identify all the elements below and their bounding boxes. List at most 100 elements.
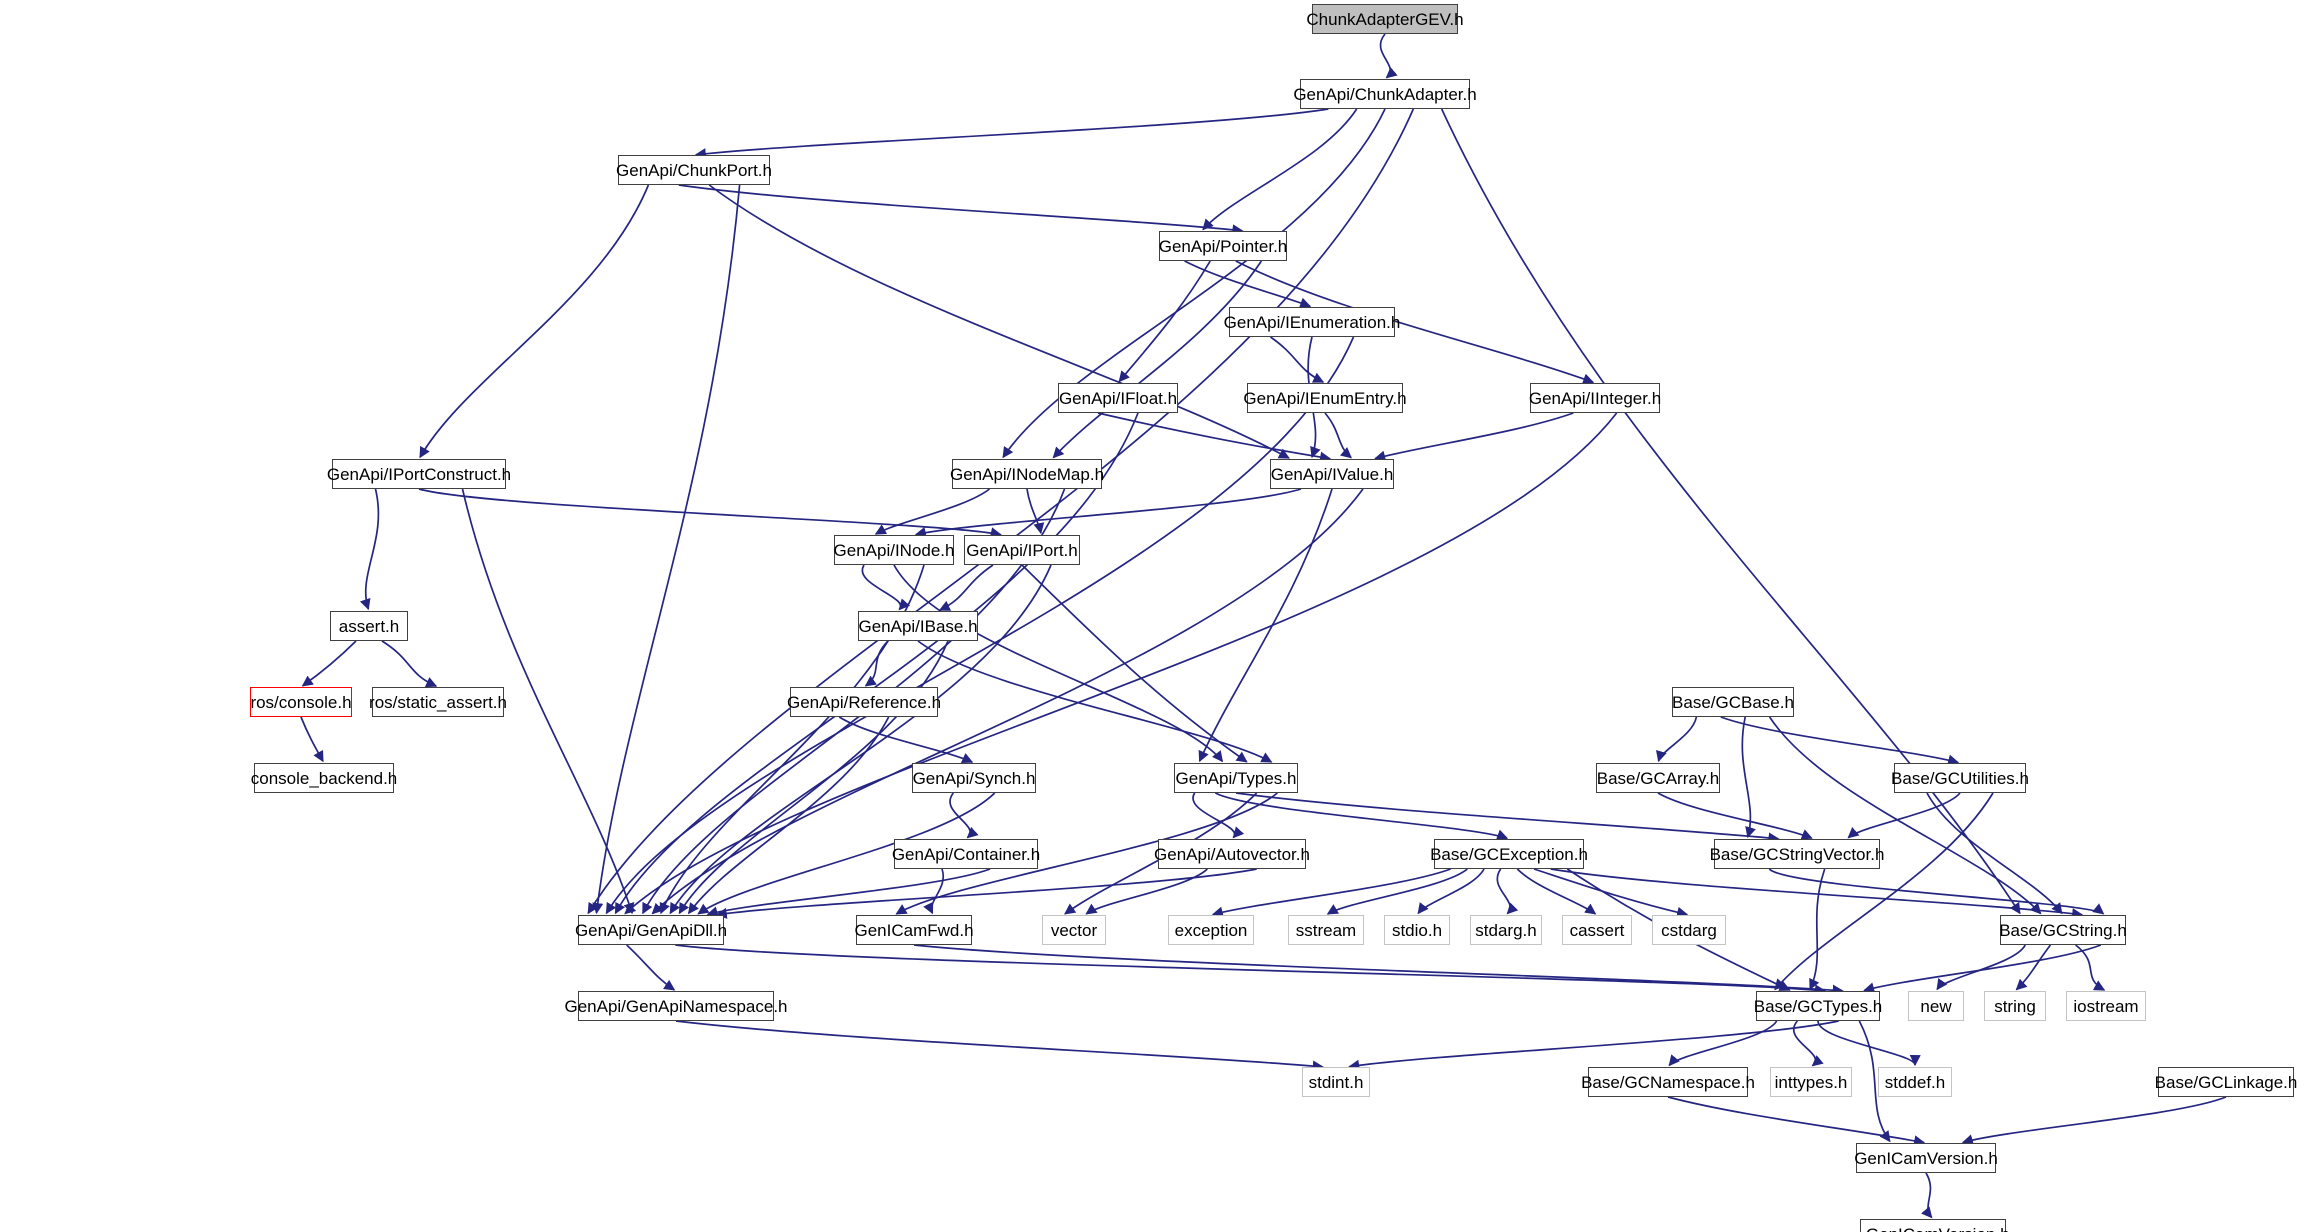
graph-node-label: GenApi/IPortConstruct.h	[326, 464, 512, 484]
graph-node-gcstring[interactable]: Base/GCString.h	[1999, 915, 2127, 945]
graph-node-pointer[interactable]: GenApi/Pointer.h	[1159, 231, 1287, 261]
graph-node-label: sstream	[1295, 920, 1357, 940]
graph-node-label: GenApi/IPort.h	[966, 540, 1078, 560]
graph-node-gctypes[interactable]: Base/GCTypes.h	[1754, 991, 1882, 1021]
graph-node-inttypes[interactable]: inttypes.h	[1770, 1067, 1852, 1097]
graph-node-stdarg[interactable]: stdarg.h	[1470, 915, 1542, 945]
graph-node-genicamversion[interactable]: GenICamVersion.h	[1854, 1143, 1998, 1173]
graph-node-vector[interactable]: vector	[1042, 915, 1106, 945]
graph-node-label: GenApi/IBase.h	[858, 616, 978, 636]
graph-edge-gcexception-to-stdarg	[1496, 868, 1519, 915]
graph-edge-gcexception-to-sstream	[1326, 868, 1468, 915]
graph-node-consolebackend[interactable]: console_backend.h	[251, 763, 397, 793]
graph-edge-gctypes-to-inttypes	[1793, 1020, 1824, 1067]
graph-node-rosconsole[interactable]: ros/console.h	[250, 687, 352, 717]
graph-edge-iport-to-ibase	[938, 564, 994, 611]
graph-node-container[interactable]: GenApi/Container.h	[892, 839, 1040, 869]
graph-node-iostream[interactable]: iostream	[2066, 991, 2146, 1021]
graph-node-ienumeration[interactable]: GenApi/IEnumeration.h	[1224, 307, 1400, 337]
graph-edge-gcexception-to-gcstring	[1550, 868, 2084, 920]
graph-node-iinteger[interactable]: GenApi/IInteger.h	[1528, 383, 1662, 413]
graph-node-gclinkage[interactable]: Base/GCLinkage.h	[2155, 1067, 2297, 1097]
graph-node-label: exception	[1174, 920, 1248, 940]
graph-node-inode[interactable]: GenApi/INode.h	[834, 535, 954, 565]
graph-node-ifloat[interactable]: GenApi/IFloat.h	[1058, 383, 1178, 413]
graph-node-label: Base/GCLinkage.h	[2154, 1072, 2298, 1092]
graph-node-genapinamespace[interactable]: GenApi/GenApiNamespace.h	[564, 991, 788, 1021]
graph-node-gcstringvector[interactable]: Base/GCStringVector.h	[1710, 839, 1884, 869]
graph-node-gcbase[interactable]: Base/GCBase.h	[1672, 687, 1794, 717]
graph-edge-assert-to-rosstaticassert	[381, 640, 438, 688]
graph-edge-ifloat-to-ivalue	[1097, 412, 1332, 463]
graph-edge-gcstringvector-to-gctypes	[1809, 868, 1826, 991]
graph-node-ivalue[interactable]: GenApi/IValue.h	[1270, 459, 1394, 489]
graph-node-label: stdarg.h	[1475, 920, 1537, 940]
graph-node-rosstaticassert[interactable]: ros/static_assert.h	[369, 687, 507, 717]
graph-node-stddef[interactable]: stddef.h	[1878, 1067, 1952, 1097]
graph-edge-types-to-gcstringvector	[1235, 792, 1780, 844]
graph-edge-gcutilities-to-gcstring	[1926, 792, 2063, 915]
graph-node-iport[interactable]: GenApi/IPort.h	[964, 535, 1080, 565]
graph-node-string[interactable]: string	[1984, 991, 2046, 1021]
graph-node-label: GenApi/ChunkPort.h	[616, 160, 772, 180]
graph-node-gcarray[interactable]: Base/GCArray.h	[1596, 763, 1720, 793]
graph-node-autovector[interactable]: GenApi/Autovector.h	[1154, 839, 1310, 869]
graph-node-chunkadapter[interactable]: GenApi/ChunkAdapter.h	[1293, 79, 1477, 109]
graph-node-genicamfwd[interactable]: GenICamFwd.h	[854, 915, 974, 945]
graph-node-iportconstruct[interactable]: GenApi/IPortConstruct.h	[327, 459, 511, 489]
graph-node-label: GenICamFwd.h	[854, 920, 974, 940]
graph-node-gcexception[interactable]: Base/GCException.h	[1430, 839, 1588, 869]
graph-edge-chunkadapter-to-gcstring	[1440, 108, 2021, 915]
graph-edge-pointer-to-ifloat	[1118, 260, 1211, 383]
graph-edge-gcexception-to-stdio	[1417, 868, 1485, 915]
graph-node-inodemap[interactable]: GenApi/INodeMap.h	[950, 459, 1104, 489]
graph-node-sstream[interactable]: sstream	[1288, 915, 1364, 945]
graph-node-label: Base/GCException.h	[1430, 844, 1588, 864]
graph-node-stdint[interactable]: stdint.h	[1302, 1067, 1370, 1097]
graph-node-synch[interactable]: GenApi/Synch.h	[912, 763, 1036, 793]
graph-node-label: stddef.h	[1884, 1072, 1946, 1092]
graph-node-label: _GenICamVersion.h	[1856, 1226, 2009, 1232]
graph-edge-assert-to-rosconsole	[301, 640, 357, 687]
graph-edge-gctypes-to-genicamversion	[1858, 1020, 1891, 1143]
graph-edge-genapinamespace-to-stdint	[675, 1020, 1324, 1072]
graph-node-cstdarg[interactable]: cstdarg	[1652, 915, 1726, 945]
graph-node-assert[interactable]: assert.h	[330, 611, 408, 641]
graph-edge-chunkport-to-genapidll	[592, 184, 741, 915]
graph-edge-reference-to-genapidll	[687, 716, 890, 915]
graph-node-cassert[interactable]: cassert	[1562, 915, 1632, 945]
graph-edge-iport-to-types	[1021, 564, 1248, 763]
graph-node-label: Base/GCUtilities.h	[1891, 768, 2029, 788]
graph-edge-inode-to-types	[893, 564, 1224, 763]
graph-node-new[interactable]: new	[1908, 991, 1964, 1021]
graph-node-label: stdio.h	[1391, 920, 1443, 940]
graph-edge-ibase-to-reference	[864, 640, 889, 687]
graph-node-gcnamespace[interactable]: Base/GCNamespace.h	[1581, 1067, 1755, 1097]
graph-node-label: GenApi/Synch.h	[912, 768, 1036, 788]
graph-node-chunkadaptergev[interactable]: ChunkAdapterGEV.h	[1306, 4, 1464, 34]
graph-node-chunkport[interactable]: GenApi/ChunkPort.h	[616, 155, 772, 185]
graph-node-types[interactable]: GenApi/Types.h	[1174, 763, 1298, 793]
graph-node-genapidll[interactable]: GenApi/GenApiDll.h	[575, 915, 727, 945]
graph-edge-gcstring-to-string	[2015, 944, 2052, 991]
graph-node-label: new	[1920, 996, 1952, 1016]
graph-edge-chunkport-to-pointer	[678, 184, 1244, 236]
graph-node-stdio[interactable]: stdio.h	[1384, 915, 1450, 945]
graph-node-label: GenApi/IInteger.h	[1528, 388, 1662, 408]
graph-node-reference[interactable]: GenApi/Reference.h	[787, 687, 941, 717]
graph-node-label: Base/GCString.h	[1999, 920, 2127, 940]
graph-node-exception[interactable]: exception	[1168, 915, 1254, 945]
graph-node-gcutilities[interactable]: Base/GCUtilities.h	[1891, 763, 2029, 793]
graph-node-label: iostream	[2073, 996, 2139, 1016]
graph-node-label: GenApi/IFloat.h	[1058, 388, 1178, 408]
graph-node-_genicamversion[interactable]: _GenICamVersion.h	[1856, 1219, 2010, 1232]
graph-edge-types-to-genicamfwd	[895, 792, 1278, 915]
graph-node-ibase[interactable]: GenApi/IBase.h	[858, 611, 978, 641]
graph-edge-ivalue-to-inode	[914, 488, 1302, 538]
graph-edge-iportconstruct-to-assert	[359, 488, 380, 611]
graph-node-ienumentry[interactable]: GenApi/IEnumEntry.h	[1243, 383, 1407, 413]
graph-edge-gctypes-to-stdint	[1348, 1020, 1839, 1071]
graph-edge-pointer-to-ienumeration	[1184, 260, 1312, 309]
graph-edge-autovector-to-genapidll	[715, 868, 1257, 919]
